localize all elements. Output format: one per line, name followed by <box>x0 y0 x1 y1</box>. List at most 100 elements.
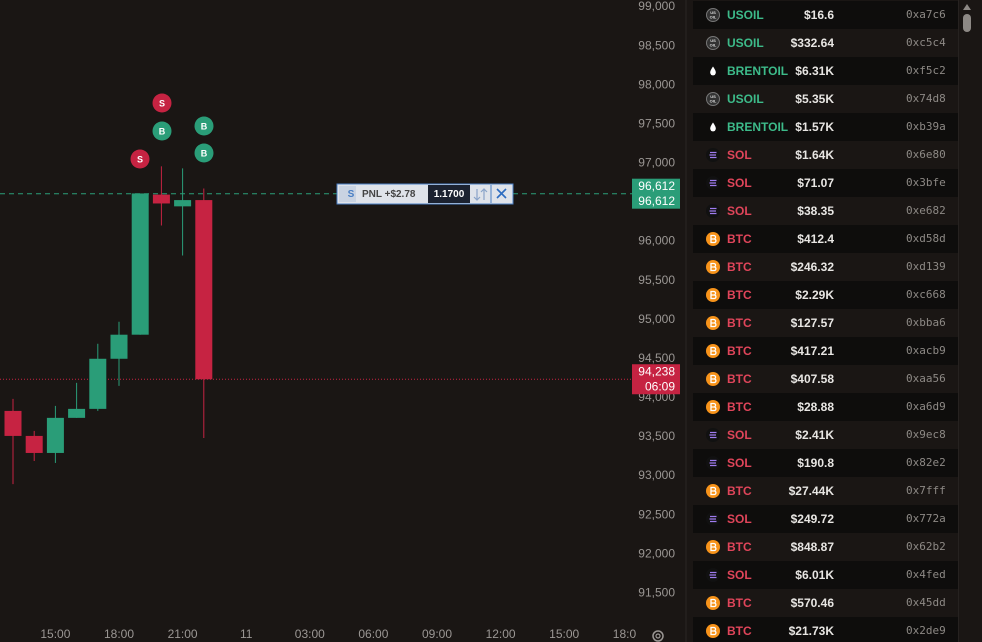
x-tick-label: 03:00 <box>295 627 325 641</box>
amount: $21.73K <box>788 624 834 638</box>
address: 0x9ec8 <box>906 428 946 441</box>
symbol: SOL <box>727 456 752 470</box>
svg-text:US: US <box>710 94 716 99</box>
x-tick-label: 15:00 <box>40 627 70 641</box>
btc-icon <box>706 260 720 274</box>
symbol: SOL <box>727 204 752 218</box>
trade-row[interactable]: BTC $2.29K 0xc668 <box>693 281 958 309</box>
address: 0x4fed <box>906 568 946 581</box>
marker-label: B <box>159 126 166 136</box>
sol-icon <box>706 176 720 190</box>
price-tag <box>632 364 680 395</box>
price-tag-label: 96,612 <box>638 179 675 193</box>
x-tick-label: 12:00 <box>486 627 516 641</box>
trade-row[interactable]: BTC $417.21 0xacb9 <box>693 337 958 365</box>
trade-row[interactable]: BTC $246.32 0xd139 <box>693 253 958 281</box>
amount: $1.57K <box>795 120 834 134</box>
symbol: USOIL <box>727 8 764 22</box>
symbol: BTC <box>727 624 752 638</box>
address: 0xd58d <box>906 232 946 245</box>
x-tick-label: 09:00 <box>422 627 452 641</box>
amount: $848.87 <box>790 540 834 554</box>
trade-row[interactable]: BTC $27.44K 0x7fff <box>693 477 958 505</box>
amount: $570.46 <box>790 596 834 610</box>
y-tick-label: 95,500 <box>638 273 675 287</box>
usoil-icon: US OIL <box>706 8 720 22</box>
amount: $407.58 <box>790 372 834 386</box>
svg-text:OIL: OIL <box>710 43 717 48</box>
trade-row[interactable]: US OIL USOIL $16.6 0xa7c6 <box>693 1 958 29</box>
trade-row[interactable]: SOL $6.01K 0x4fed <box>693 561 958 589</box>
trade-row[interactable]: BTC $848.87 0x62b2 <box>693 533 958 561</box>
candle-body <box>195 200 213 380</box>
pnl-badge[interactable]: S PNL +$2.78 1.1700 <box>336 183 514 205</box>
x-tick-label: 18:00 <box>613 627 643 641</box>
y-tick-label: 92,500 <box>638 507 675 521</box>
address: 0x2de9 <box>906 624 946 637</box>
buy-marker[interactable] <box>194 116 214 136</box>
trade-row[interactable]: SOL $2.41K 0x9ec8 <box>693 421 958 449</box>
amount: $417.21 <box>790 344 834 358</box>
scroll-thumb[interactable] <box>963 14 971 32</box>
scroll-up[interactable] <box>963 4 971 10</box>
trade-row[interactable]: SOL $71.07 0x3bfe <box>693 169 958 197</box>
candle-body <box>89 358 107 409</box>
x-tick-label: 21:00 <box>168 627 198 641</box>
amount: $127.57 <box>790 316 834 330</box>
badge-pnl: PNL +$2.78 <box>362 189 416 200</box>
trade-row[interactable]: BRENTOIL $1.57K 0xb39a <box>693 113 958 141</box>
trade-row[interactable]: BTC $127.57 0xbba6 <box>693 309 958 337</box>
buy-marker[interactable] <box>152 121 172 141</box>
trade-row[interactable]: BTC $28.88 0xa6d9 <box>693 393 958 421</box>
address: 0xa7c6 <box>906 8 946 21</box>
trade-row[interactable]: BRENTOIL $6.31K 0xf5c2 <box>693 57 958 85</box>
settings-icon[interactable] <box>652 630 664 642</box>
address: 0x3bfe <box>906 176 946 189</box>
buy-marker[interactable] <box>194 143 214 163</box>
amount: $246.32 <box>790 260 834 274</box>
btc-icon <box>706 484 720 498</box>
markers: S B S B B <box>130 93 214 169</box>
amount: $249.72 <box>790 512 834 526</box>
price-tag-label: 06:09 <box>645 379 675 393</box>
amount: $190.8 <box>797 456 834 470</box>
trade-row[interactable]: BTC $21.73K 0x2de9 <box>693 617 958 642</box>
btc-icon <box>706 344 720 358</box>
candle-body <box>68 408 86 418</box>
address: 0xaa56 <box>906 372 946 385</box>
address: 0xa6d9 <box>906 400 946 413</box>
y-tick-label: 97,500 <box>638 116 675 130</box>
trade-row[interactable]: SOL $1.64K 0x6e80 <box>693 141 958 169</box>
trade-row[interactable]: SOL $249.72 0x772a <box>693 505 958 533</box>
amount: $28.88 <box>797 400 834 414</box>
sol-icon <box>706 512 720 526</box>
trade-row[interactable]: SOL $38.35 0xe682 <box>693 197 958 225</box>
trade-row[interactable]: US OIL USOIL $5.35K 0x74d8 <box>693 85 958 113</box>
amount: $2.29K <box>795 288 834 302</box>
y-tick-label: 92,000 <box>638 546 675 560</box>
price-tag-label: 96,612 <box>638 194 675 208</box>
sell-marker[interactable] <box>152 93 172 113</box>
address: 0xc668 <box>906 288 946 301</box>
symbol: BTC <box>727 344 752 358</box>
trade-row[interactable]: US OIL USOIL $332.64 0xc5c4 <box>693 29 958 57</box>
trade-row[interactable]: BTC $570.46 0x45dd <box>693 589 958 617</box>
close-icon[interactable] <box>496 188 507 199</box>
trade-row[interactable]: BTC $412.4 0xd58d <box>693 225 958 253</box>
candle-body <box>4 410 22 436</box>
btc-icon <box>706 624 720 638</box>
reverse-icon[interactable] <box>473 188 488 201</box>
symbol: BTC <box>727 596 752 610</box>
sell-marker[interactable] <box>130 149 150 169</box>
y-tick-label: 98,500 <box>638 38 675 52</box>
symbol: BTC <box>727 400 752 414</box>
symbol: SOL <box>727 428 752 442</box>
address: 0xe682 <box>906 204 946 217</box>
svg-text:OIL: OIL <box>710 15 717 20</box>
sol-icon <box>706 204 720 218</box>
address: 0xbba6 <box>906 316 946 329</box>
scrollbar[interactable] <box>958 0 982 642</box>
symbol: BTC <box>727 484 752 498</box>
trade-row[interactable]: SOL $190.8 0x82e2 <box>693 449 958 477</box>
trade-row[interactable]: BTC $407.58 0xaa56 <box>693 365 958 393</box>
